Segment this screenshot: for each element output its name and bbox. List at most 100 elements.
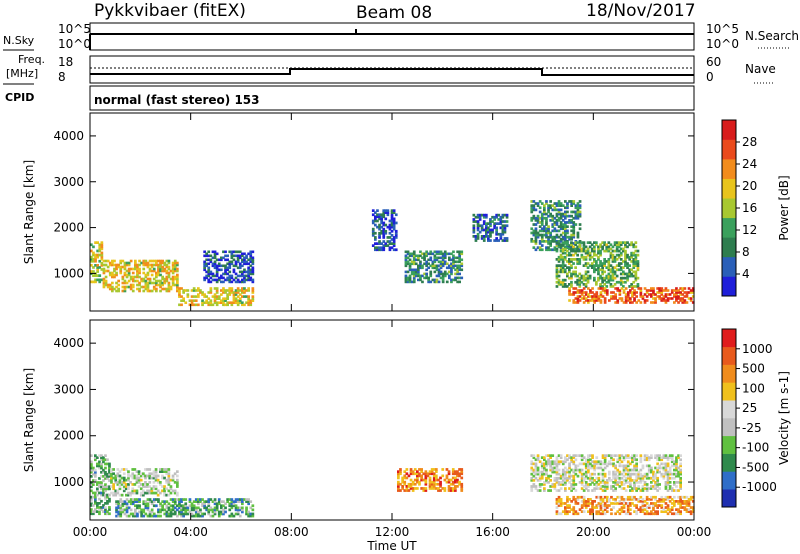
data-cell [629, 476, 632, 480]
data-cell [652, 495, 655, 499]
data-cell [629, 301, 632, 304]
data-cell [679, 476, 682, 480]
data-cell [589, 512, 592, 516]
data-cell [190, 514, 194, 518]
data-cell [647, 470, 651, 474]
data-cell [245, 254, 248, 258]
data-cell [551, 219, 555, 222]
data-cell [601, 454, 605, 457]
data-cell [689, 498, 693, 501]
data-cell [411, 489, 415, 492]
data-cell [100, 247, 104, 251]
nave-tick-bottom: 0 [706, 70, 714, 84]
data-cell [578, 243, 582, 247]
data-cell [127, 267, 131, 271]
data-cell [570, 460, 573, 464]
data-cell [173, 489, 177, 493]
colorbar-segment [722, 471, 736, 490]
data-cell [432, 476, 436, 480]
data-cell [392, 209, 396, 212]
data-cell [404, 276, 408, 280]
data-cell [92, 251, 95, 255]
data-cell [176, 275, 179, 279]
data-cell [534, 466, 538, 470]
data-cell [650, 476, 653, 480]
data-cell [631, 472, 634, 476]
data-cell [173, 267, 177, 271]
data-cell [530, 237, 534, 241]
data-cell [247, 270, 250, 274]
data-cell [595, 264, 598, 267]
data-cell [543, 216, 546, 220]
data-cell [433, 264, 437, 268]
data-cell [617, 249, 621, 253]
data-cell [555, 500, 559, 503]
data-cell [576, 204, 580, 207]
data-cell [603, 270, 606, 274]
data-cell [220, 274, 223, 278]
data-cell [157, 267, 160, 271]
data-cell [182, 297, 185, 300]
data-cell [207, 258, 211, 262]
data-cell [382, 223, 386, 227]
data-cell [599, 251, 602, 255]
data-cell [425, 264, 428, 268]
data-cell [148, 474, 152, 478]
data-cell [215, 508, 219, 512]
data-cell [652, 508, 655, 511]
data-cell [241, 252, 244, 256]
data-cell [587, 464, 590, 468]
data-cell [622, 291, 626, 294]
data-cell [94, 241, 97, 244]
data-cell [636, 268, 640, 272]
data-cell [397, 474, 400, 478]
data-cell [597, 502, 601, 505]
data-cell [631, 487, 634, 490]
data-cell [635, 498, 638, 501]
data-cell [637, 508, 641, 511]
data-cell [443, 260, 447, 264]
data-cell [243, 280, 246, 284]
data-cell [142, 489, 145, 493]
data-cell [378, 227, 381, 231]
data-cell [251, 258, 255, 262]
data-cell [238, 264, 242, 268]
data-cell [480, 224, 484, 228]
data-cell [549, 474, 552, 478]
data-cell [670, 508, 674, 511]
data-cell [213, 256, 217, 260]
data-cell [578, 280, 582, 284]
data-cell [587, 456, 590, 459]
data-cell [578, 227, 582, 231]
data-cell [572, 460, 576, 464]
data-cell [501, 232, 505, 236]
data-cell [551, 240, 555, 243]
data-cell [611, 266, 615, 269]
data-cell [94, 508, 97, 511]
data-cell [536, 489, 540, 492]
data-cell [666, 504, 670, 507]
data-cell [388, 248, 392, 252]
data-cell [425, 254, 428, 258]
data-cell [532, 479, 536, 482]
data-cell [173, 275, 177, 279]
data-cell [152, 267, 156, 271]
data-cell [637, 476, 641, 480]
data-cell [98, 247, 102, 251]
data-cell [576, 241, 579, 244]
data-cell [578, 204, 582, 207]
data-cell [238, 270, 242, 274]
data-cell [561, 460, 565, 464]
data-cell [410, 270, 414, 274]
data-cell [540, 472, 544, 476]
data-cell [90, 483, 93, 486]
colorbar-tick-label: 12 [742, 223, 757, 237]
x-tick-label: 00:00 [73, 525, 108, 539]
data-cell [555, 266, 559, 269]
data-cell [163, 508, 167, 512]
data-cell [570, 276, 573, 280]
data-cell [568, 293, 571, 296]
data-cell [559, 255, 563, 259]
data-cell [670, 472, 674, 476]
data-cell [570, 487, 573, 490]
